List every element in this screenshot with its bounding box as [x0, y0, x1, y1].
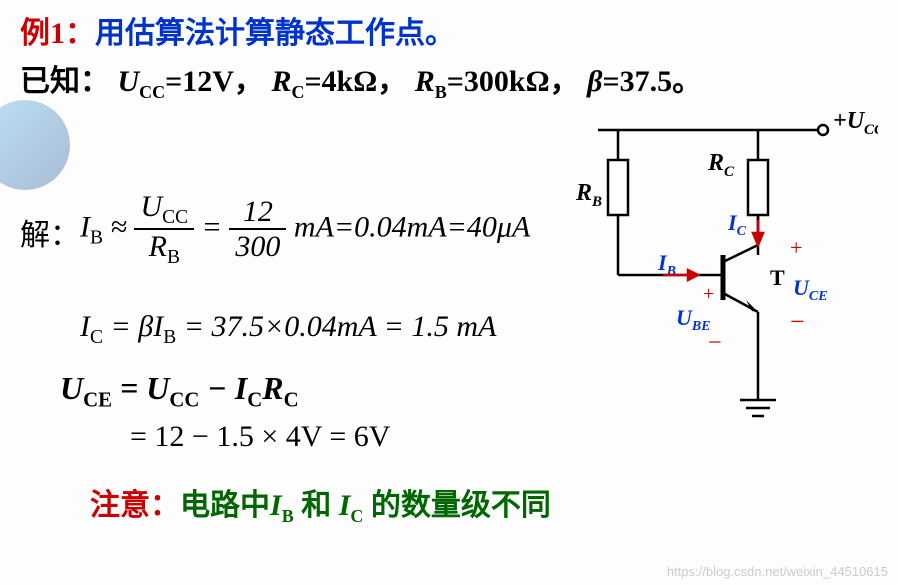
- note-line: 注意：电路中IB 和 IC 的数量级不同: [90, 480, 551, 527]
- rb-sym: R: [415, 65, 435, 98]
- uce-ucc-sub: CC: [169, 388, 199, 411]
- rc-val: =4kΩ，: [304, 65, 407, 98]
- uce-eq: =: [112, 370, 146, 406]
- uce-minus: −: [199, 370, 234, 406]
- given-label: 已知：: [20, 65, 110, 98]
- rc-sym: R: [271, 65, 291, 98]
- note-t2: 和: [294, 489, 339, 522]
- frac-12-300: 12 300: [229, 195, 286, 263]
- f2n: 12: [229, 195, 286, 230]
- svg-text:−: −: [708, 330, 722, 356]
- example-title: 例1：用估算法计算静态工作点。: [20, 8, 455, 52]
- f2d: 300: [229, 230, 286, 263]
- equation-uce: UCE = UCC − ICRC: [60, 370, 299, 412]
- f1ns: CC: [162, 207, 188, 228]
- decorative-logo: [0, 100, 70, 190]
- ucc-val: =12V，: [165, 65, 264, 98]
- note-ib-sub: B: [282, 506, 294, 526]
- circuit-diagram: +UCC RB RC T IB IC UBE UCE +: [558, 100, 878, 440]
- beta-sym: β: [587, 65, 602, 98]
- ic-mid-sub: B: [163, 327, 176, 348]
- note-ib: I: [270, 489, 282, 522]
- note-prefix: 注意：: [90, 489, 180, 522]
- ic-sym: I: [80, 310, 90, 343]
- svg-text:+: +: [790, 235, 802, 260]
- svg-text:UCE: UCE: [793, 275, 828, 304]
- uce-ucc: U: [146, 370, 169, 406]
- equation-uce-numeric: = 12 − 1.5 × 4V = 6V: [130, 420, 390, 454]
- ic-mid: = βI: [103, 310, 163, 343]
- uce-rc-sub: C: [284, 388, 299, 411]
- svg-text:UBE: UBE: [676, 305, 711, 334]
- solve-label: 解：: [20, 210, 80, 254]
- equation-ic: IC = βIB = 37.5×0.04mA = 1.5 mA: [80, 310, 496, 349]
- title-text: 用估算法计算静态工作点。: [95, 17, 455, 50]
- note-ic-sub: C: [350, 506, 363, 526]
- uce-sub: CE: [83, 388, 112, 411]
- svg-text:+UCC: +UCC: [833, 108, 878, 138]
- uce-ic: I: [235, 370, 247, 406]
- note-ic: I: [339, 489, 351, 522]
- title-prefix: 例1：: [20, 17, 95, 50]
- f1ds: B: [167, 247, 180, 268]
- note-t3: 的数量级不同: [363, 489, 551, 522]
- rb-val: =300kΩ，: [447, 65, 580, 98]
- ib-sub: B: [90, 227, 103, 248]
- svg-text:+: +: [703, 283, 714, 305]
- ucc-sub: CC: [139, 82, 165, 102]
- ic-rest: = 37.5×0.04mA = 1.5 mA: [176, 310, 496, 343]
- uce-u: U: [60, 370, 83, 406]
- f1n: U: [140, 190, 162, 223]
- svg-text:−: −: [790, 307, 805, 336]
- ic-sub: C: [90, 327, 103, 348]
- beta-val: =37.5。: [602, 65, 702, 98]
- ucc-sym: U: [118, 65, 140, 98]
- given-line: 已知： UCC=12V， RC=4kΩ， RB=300kΩ， β=37.5。: [20, 56, 702, 103]
- equation-ib: IB ≈ UCC RB = 12 300 mA=0.04mA=40μA: [80, 190, 530, 269]
- ib-sym: I: [80, 210, 90, 243]
- rc-sub: C: [291, 82, 304, 102]
- rb-sub: B: [435, 82, 447, 102]
- ib-approx: ≈: [103, 210, 127, 243]
- svg-text:RC: RC: [707, 150, 735, 180]
- uce-rc: R: [262, 370, 283, 406]
- watermark: https://blog.csdn.net/weixin_44510615: [667, 564, 888, 579]
- uce-ic-sub: C: [247, 388, 262, 411]
- f1d: R: [149, 230, 167, 263]
- ib-eq1: =: [202, 210, 222, 243]
- note-t1: 电路中: [180, 489, 270, 522]
- frac-ucc-rb: UCC RB: [134, 190, 194, 269]
- svg-text:IC: IC: [727, 210, 747, 239]
- svg-text:T: T: [770, 265, 785, 290]
- svg-text:RB: RB: [575, 180, 602, 210]
- ib-rest: mA=0.04mA=40μA: [294, 210, 530, 243]
